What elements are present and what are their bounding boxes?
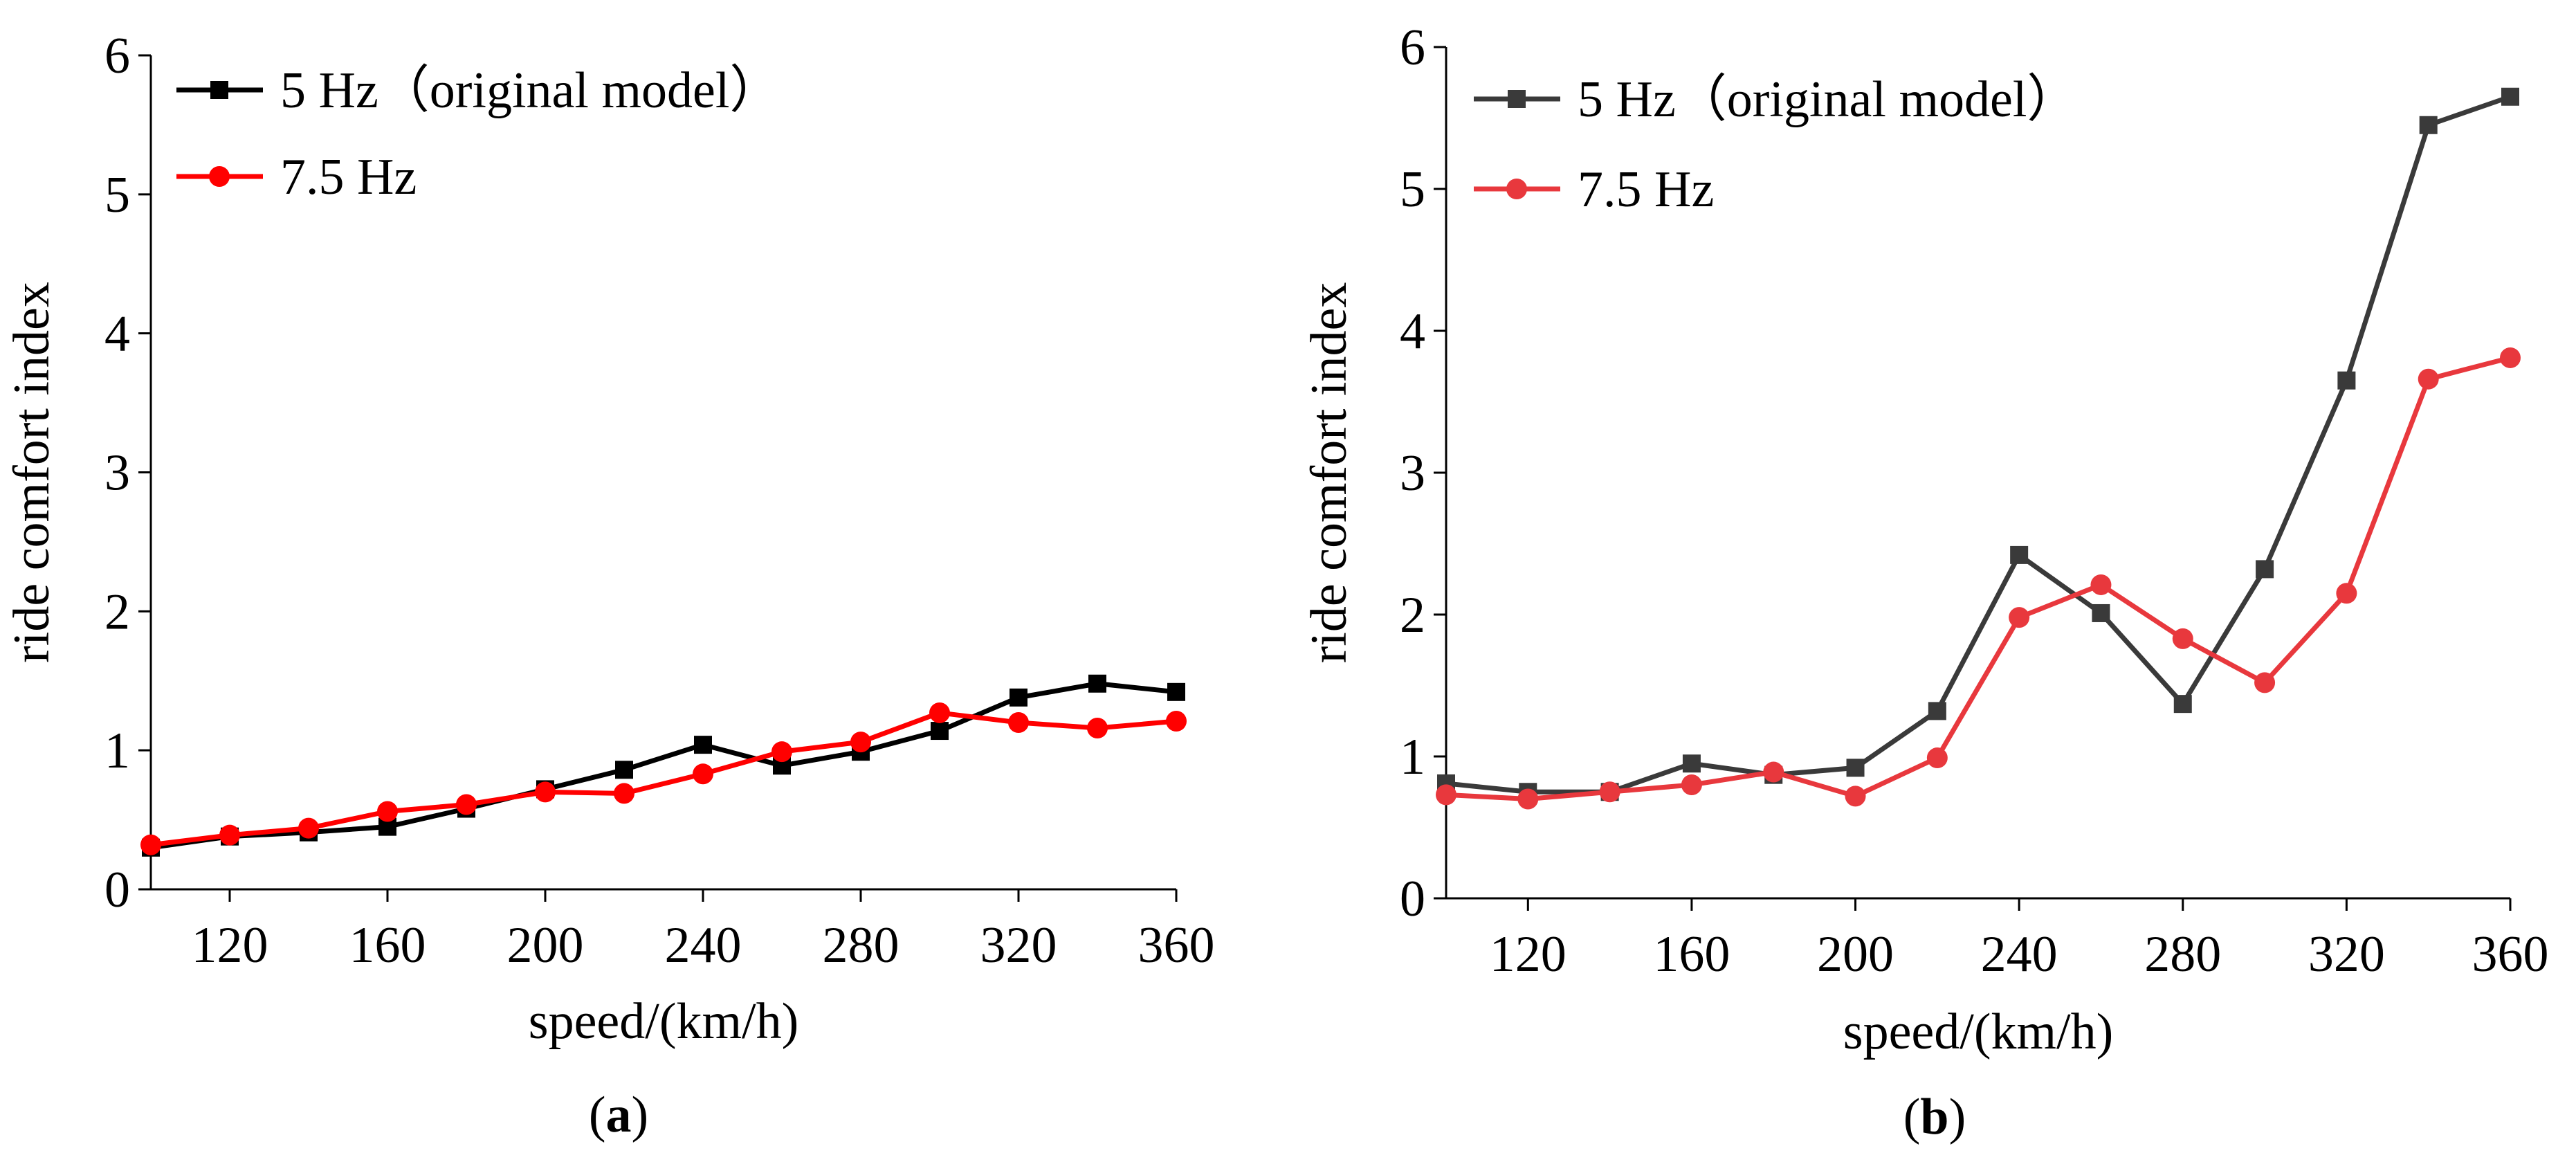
data-point <box>1008 712 1029 733</box>
panel-label-letter: a <box>606 1087 632 1143</box>
legend-marker <box>209 166 230 187</box>
y-tick-label: 3 <box>104 445 130 502</box>
data-point <box>694 736 712 754</box>
x-tick-label: 280 <box>2144 926 2221 983</box>
data-point <box>1166 710 1187 732</box>
y-tick-label: 5 <box>104 167 130 224</box>
x-tick-label: 320 <box>980 917 1057 974</box>
data-point <box>1517 788 1539 810</box>
data-point <box>140 834 161 855</box>
series-line <box>1445 94 2512 795</box>
x-tick-label: 240 <box>665 917 742 974</box>
x-tick-label: 200 <box>507 917 584 974</box>
data-point <box>2010 545 2029 564</box>
data-point <box>1682 754 1701 773</box>
data-point <box>456 794 477 815</box>
y-tick-label: 1 <box>104 723 130 779</box>
panel-label-close: ) <box>632 1087 649 1143</box>
x-tick-label: 120 <box>1490 926 1566 983</box>
data-point <box>2254 672 2276 693</box>
y-tick-label: 1 <box>1400 729 1425 786</box>
series-line <box>150 710 1177 848</box>
chart-panel-a: 0 1 2 3 4 5 6 120 160 200 240 280 320 360 speed/(km/h)… <box>3 28 1215 1143</box>
data-point <box>1599 781 1620 803</box>
x-tick-label: 200 <box>1817 926 1894 983</box>
data-point <box>2336 583 2357 604</box>
x-axis-title: speed/(km/h) <box>529 993 798 1050</box>
y-tick-label: 4 <box>104 306 130 363</box>
data-point <box>535 781 556 803</box>
x-tick-label: 120 <box>192 917 268 974</box>
data-point <box>1088 674 1106 693</box>
data-point <box>2337 371 2356 390</box>
panel-label: (b) <box>1903 1089 1966 1145</box>
data-point <box>2172 628 2193 649</box>
x-tick-label: 360 <box>2472 926 2549 983</box>
legend-marker <box>1508 90 1526 108</box>
panel-label-letter: b <box>1920 1089 1948 1145</box>
y-tick-label: 2 <box>1400 587 1425 644</box>
panel-label-close: ) <box>1949 1089 1966 1145</box>
y-tick-label: 6 <box>104 28 130 84</box>
data-point <box>1436 784 1456 806</box>
chart-panel-b: 0 1 2 3 4 5 6 120 160 200 240 280 320 360 speed/(km/h)… <box>1301 19 2549 1145</box>
y-tick-label: 0 <box>104 862 130 918</box>
panel-label-open: ( <box>1903 1089 1921 1145</box>
data-point <box>219 824 240 846</box>
series-line <box>150 681 1177 851</box>
data-point <box>850 732 871 753</box>
data-point <box>1926 747 1948 769</box>
data-point <box>1763 761 1784 783</box>
panel-label: (a) <box>589 1087 648 1143</box>
legend-label: 5 Hz（original model） <box>280 62 780 119</box>
data-point <box>1846 759 1865 777</box>
legend-marker <box>210 81 228 99</box>
x-tick-label: 320 <box>2308 926 2385 983</box>
legend-marker <box>1506 179 1527 199</box>
y-axis-title: ride comfort index <box>1301 282 1358 664</box>
data-point <box>1928 702 1946 720</box>
y-tick-label: 3 <box>1400 445 1425 502</box>
x-tick-label: 360 <box>1138 917 1215 974</box>
data-point <box>2092 603 2110 622</box>
y-tick-label: 5 <box>1400 161 1425 218</box>
data-point <box>929 702 950 723</box>
series-line <box>1445 355 2511 801</box>
y-tick-label: 4 <box>1400 303 1425 360</box>
panel-label-open: ( <box>589 1087 606 1143</box>
data-point <box>1167 682 1185 701</box>
legend-label: 7.5 Hz <box>1578 161 1714 218</box>
x-tick-label: 160 <box>1653 926 1730 983</box>
y-tick-label: 2 <box>104 583 130 640</box>
data-point <box>2173 695 2192 714</box>
data-point <box>1845 786 1866 807</box>
data-point <box>2419 116 2438 134</box>
data-point <box>771 741 792 763</box>
x-tick-label: 160 <box>349 917 426 974</box>
data-point <box>2009 607 2030 628</box>
y-tick-label: 6 <box>1400 19 1425 76</box>
data-point <box>693 763 713 785</box>
data-point <box>377 801 398 822</box>
y-tick-label: 0 <box>1400 871 1425 927</box>
x-tick-label: 240 <box>1981 926 2058 983</box>
data-point <box>1681 774 1702 795</box>
data-point <box>614 783 634 804</box>
data-point <box>615 761 633 779</box>
x-axis-title: speed/(km/h) <box>1843 1004 2113 1060</box>
legend-label: 5 Hz（original model） <box>1578 71 2078 128</box>
data-point <box>2500 347 2521 368</box>
y-axis-title: ride comfort index <box>3 282 60 663</box>
data-point <box>1010 688 1027 707</box>
data-point <box>2418 368 2439 390</box>
data-point <box>2501 87 2519 106</box>
x-tick-label: 280 <box>823 917 899 974</box>
data-point <box>2256 560 2274 579</box>
data-point <box>931 722 949 741</box>
data-point <box>2090 574 2112 595</box>
legend-label: 7.5 Hz <box>280 149 417 206</box>
data-point <box>1087 718 1108 739</box>
data-point <box>298 817 319 839</box>
